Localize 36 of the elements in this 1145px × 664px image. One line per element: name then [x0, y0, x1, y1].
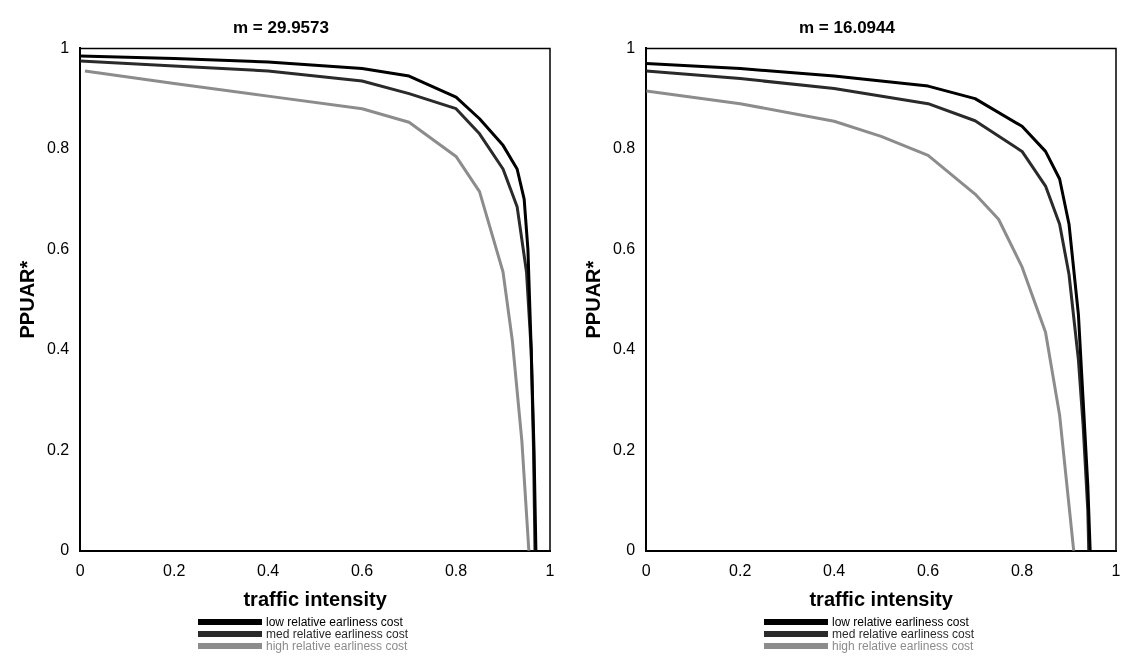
x-tick-label: 0.8 — [444, 561, 468, 579]
x-tick-label: 0.8 — [1010, 561, 1034, 579]
y-tick-label: 0.4 — [612, 340, 636, 358]
x-tick-label: 0.6 — [916, 561, 940, 579]
y-tick-label: 0.8 — [46, 139, 70, 157]
x-tick-label: 0.4 — [257, 561, 280, 579]
x-tick-label: 0.2 — [729, 561, 752, 579]
x-tick-label: 0.2 — [163, 561, 186, 579]
text: med relative earliness cost — [266, 627, 409, 641]
y-tick-label: 0 — [60, 541, 70, 559]
x-tick-label: 0 — [641, 561, 651, 579]
y-tick-label: 0.6 — [612, 239, 636, 257]
x-tick-label: 0.4 — [823, 561, 846, 579]
x-axis-title: traffic intensity — [809, 587, 954, 610]
text: med relative earliness cost — [832, 627, 975, 641]
chart-title: m = 29.9573 — [233, 17, 329, 37]
text: low relative earliness cost — [266, 615, 403, 629]
x-tick-label: 1 — [1111, 561, 1121, 579]
x-tick-label: 0 — [75, 561, 85, 579]
y-axis-title: PPUAR* — [581, 260, 604, 339]
y-tick-label: 0.2 — [612, 440, 636, 458]
y-axis-title: PPUAR* — [15, 260, 38, 339]
x-tick-label: 0.6 — [350, 561, 374, 579]
y-tick-label: 0.8 — [612, 139, 636, 157]
chart-title: m = 16.0944 — [799, 17, 896, 37]
y-tick-label: 0 — [626, 541, 636, 559]
y-tick-label: 0.2 — [46, 440, 70, 458]
y-tick-label: 0.4 — [46, 340, 70, 358]
text: low relative earliness cost — [832, 615, 969, 629]
y-tick-label: 1 — [626, 38, 636, 56]
x-axis-title: traffic intensity — [243, 587, 388, 610]
text: high relative earliness cost — [266, 639, 408, 653]
y-tick-label: 0.6 — [46, 239, 70, 257]
x-tick-label: 1 — [545, 561, 555, 579]
y-tick-label: 1 — [60, 38, 70, 56]
text: high relative earliness cost — [832, 639, 974, 653]
